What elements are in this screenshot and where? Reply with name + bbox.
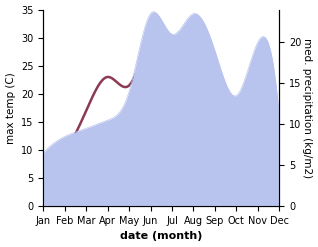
Y-axis label: max temp (C): max temp (C) — [5, 72, 16, 144]
Y-axis label: med. precipitation (kg/m2): med. precipitation (kg/m2) — [302, 38, 313, 178]
X-axis label: date (month): date (month) — [120, 231, 203, 242]
